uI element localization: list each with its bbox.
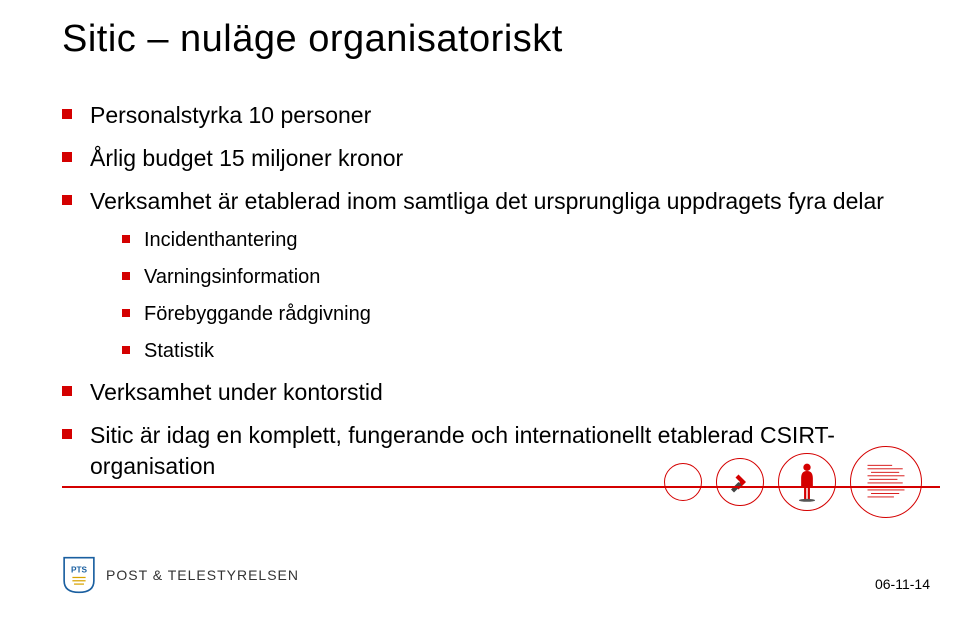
list-item: Förebyggande rådgivning bbox=[122, 301, 920, 328]
slide-title: Sitic – nuläge organisatoriskt bbox=[62, 18, 563, 61]
pts-badge-icon: PTS bbox=[62, 556, 96, 594]
list-item: Årlig budget 15 miljoner kronor bbox=[62, 143, 920, 174]
bullet-list: Personalstyrka 10 personer Årlig budget … bbox=[62, 100, 920, 482]
circle-icon bbox=[664, 463, 702, 501]
bullet-text: Incidenthantering bbox=[144, 227, 297, 254]
divider-line bbox=[62, 486, 940, 488]
sub-list: Incidenthantering Varningsinformation Fö… bbox=[122, 227, 920, 365]
person-icon bbox=[796, 462, 818, 502]
bullet-text: Varningsinformation bbox=[144, 264, 320, 291]
footer-org-text: POST & TELESTYRELSEN bbox=[106, 567, 299, 583]
circle-person-icon bbox=[778, 453, 836, 511]
slide: Sitic – nuläge organisatoriskt Personals… bbox=[0, 0, 960, 620]
bullet-icon bbox=[122, 309, 130, 317]
bullet-text: Verksamhet under kontorstid bbox=[90, 377, 383, 408]
list-item: Verksamhet under kontorstid bbox=[62, 377, 920, 408]
bullet-icon bbox=[62, 429, 72, 439]
decorative-circles bbox=[664, 446, 922, 518]
circle-arrow-icon bbox=[716, 458, 764, 506]
circle-barcode-icon bbox=[850, 446, 922, 518]
list-item: Verksamhet är etablerad inom samtliga de… bbox=[62, 186, 920, 365]
barcode-icon bbox=[864, 460, 908, 504]
svg-text:PTS: PTS bbox=[71, 566, 88, 575]
arrow-icon bbox=[725, 467, 755, 497]
list-item: Statistik bbox=[122, 338, 920, 365]
footer-logo: PTS POST & TELESTYRELSEN bbox=[62, 556, 299, 594]
bullet-text: Verksamhet är etablerad inom samtliga de… bbox=[90, 186, 884, 217]
list-item: Incidenthantering bbox=[122, 227, 920, 254]
bullet-icon bbox=[62, 195, 72, 205]
bullet-icon bbox=[62, 386, 72, 396]
content-area: Personalstyrka 10 personer Årlig budget … bbox=[62, 100, 920, 494]
bullet-text: Personalstyrka 10 personer bbox=[90, 100, 371, 131]
bullet-icon bbox=[62, 109, 72, 119]
bullet-text: Statistik bbox=[144, 338, 214, 365]
list-item: Personalstyrka 10 personer bbox=[62, 100, 920, 131]
bullet-text: Årlig budget 15 miljoner kronor bbox=[90, 143, 403, 174]
footer-date: 06-11-14 bbox=[875, 576, 930, 592]
list-item: Varningsinformation bbox=[122, 264, 920, 291]
bullet-icon bbox=[122, 346, 130, 354]
bullet-icon bbox=[62, 152, 72, 162]
bullet-icon bbox=[122, 235, 130, 243]
bullet-icon bbox=[122, 272, 130, 280]
bullet-text: Förebyggande rådgivning bbox=[144, 301, 371, 328]
